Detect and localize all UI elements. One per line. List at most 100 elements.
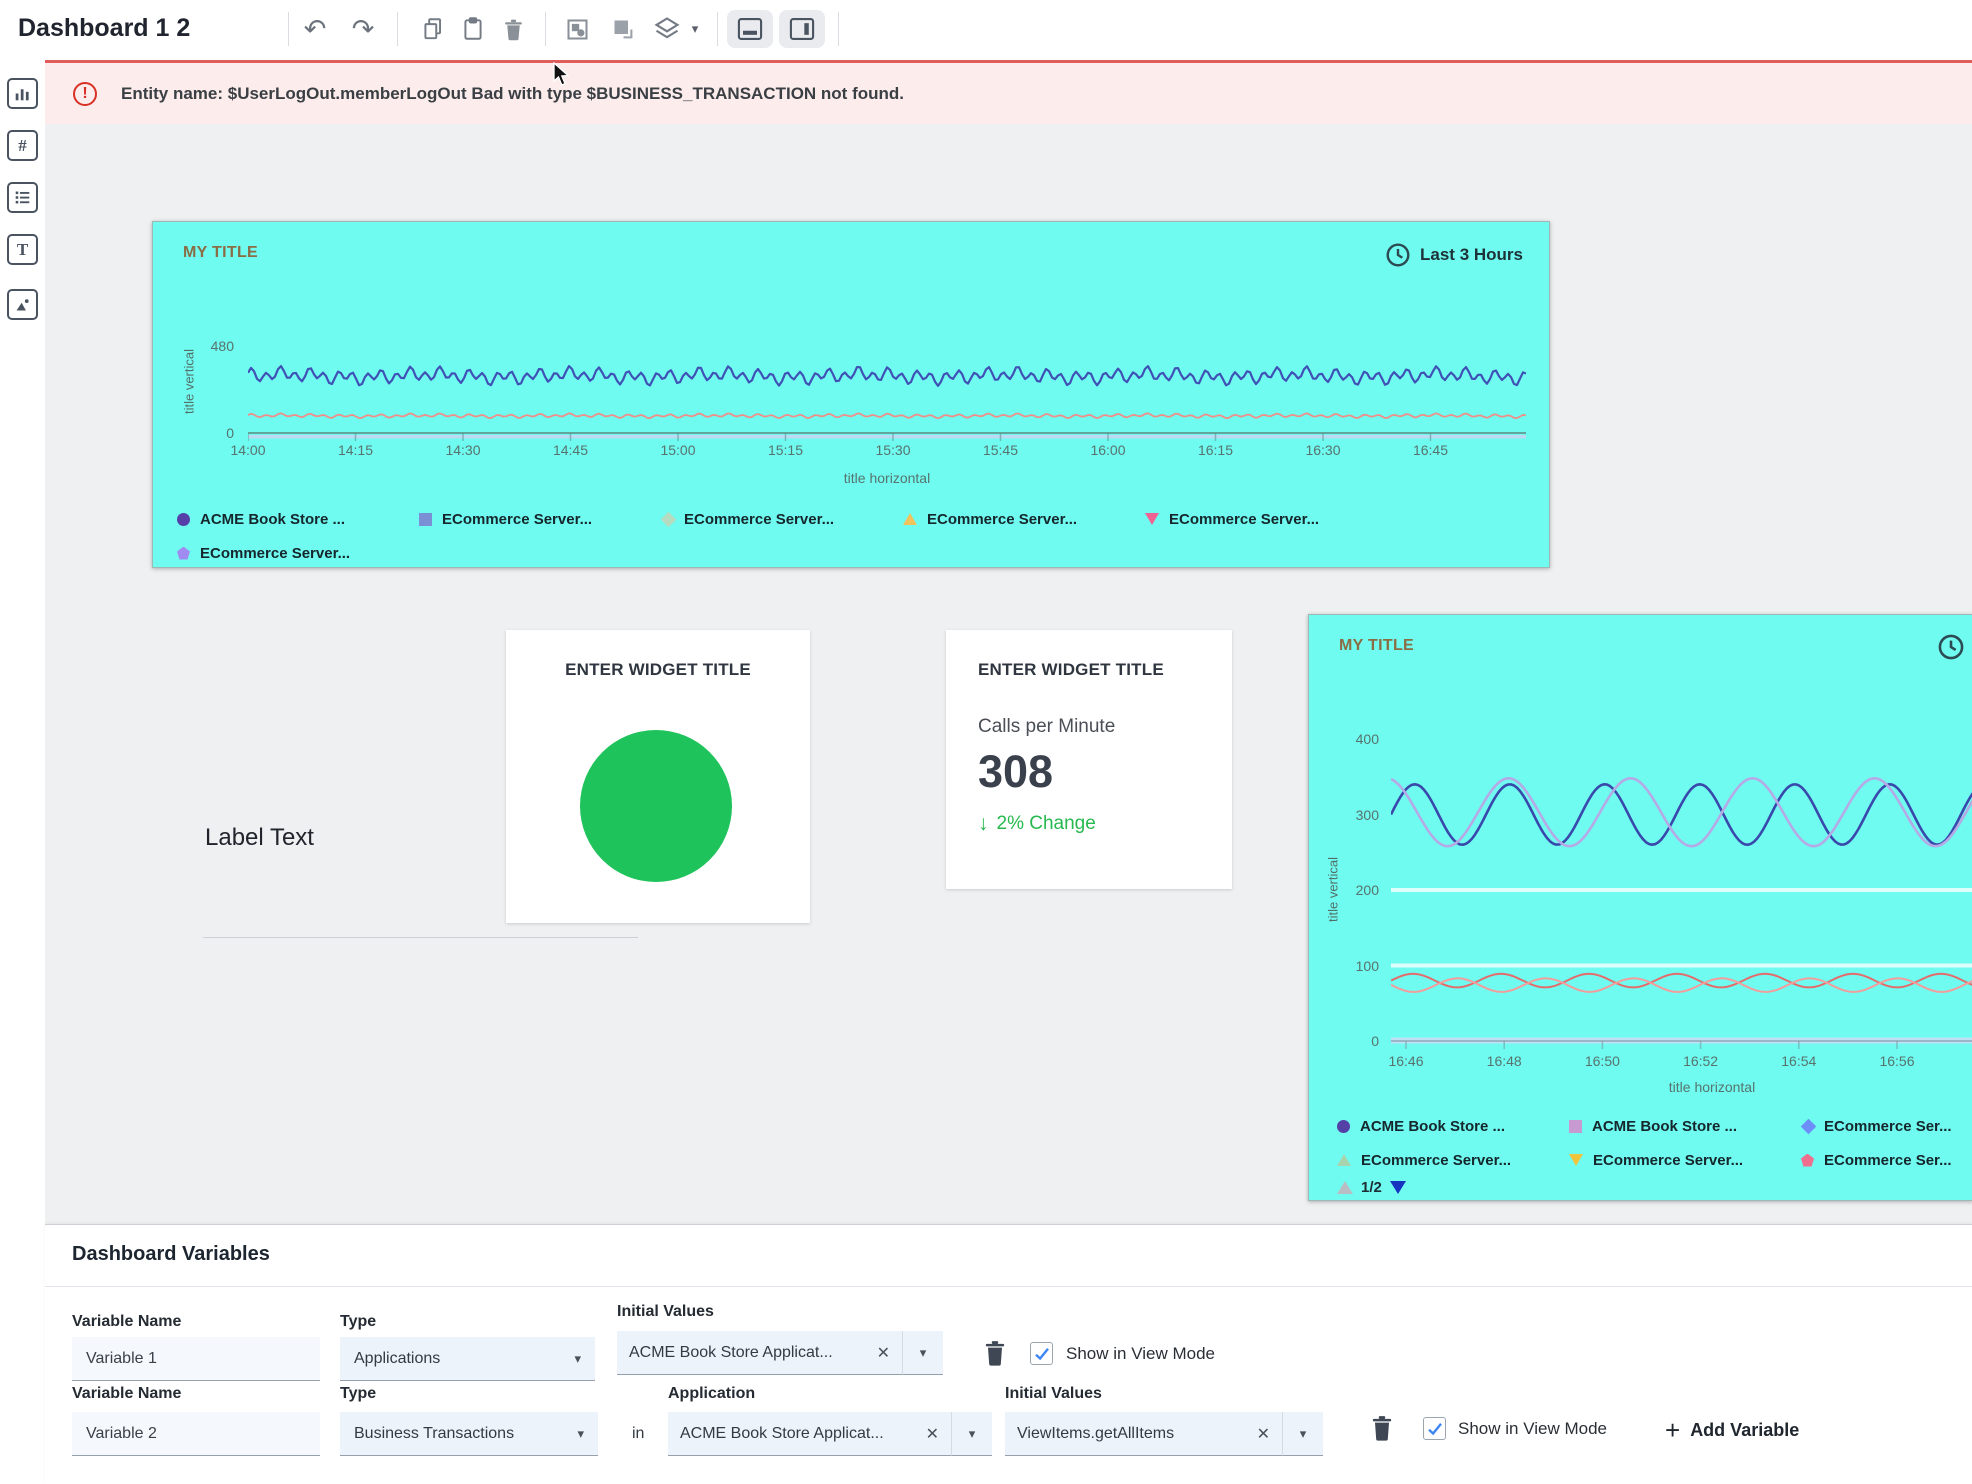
circle-marker-icon [177,512,190,526]
clear-value-icon[interactable]: ✕ [925,1425,939,1443]
error-message: Entity name: $UserLogOut.memberLogOut Ba… [121,83,904,103]
toolbar-separator [397,12,398,46]
delete-variable-button[interactable] [1367,1412,1397,1444]
x-tick-label: 16:30 [1305,442,1341,458]
pentagon-marker-icon [177,546,190,560]
line-chart [1391,776,1972,1049]
initial-values-combo[interactable]: ViewItems.getAllItems ✕ ▾ [1005,1412,1323,1456]
x-tick-label: 16:15 [1197,442,1234,458]
x-tick-label: 15:00 [660,442,696,458]
triangle-down-marker-icon [1569,1154,1583,1166]
add-chart-widget-button[interactable] [7,78,38,109]
widget-palette-sidebar: # T [0,60,45,1484]
legend-item: ECommerce Ser... [1801,1152,1972,1169]
legend-label: ECommerce Server... [200,544,351,562]
bottom-panel-icon [737,18,763,40]
y-tick-label: 400 [1355,731,1379,747]
type-select-value: Applications [354,1349,441,1367]
timeseries-widget-2[interactable]: MY TITLE title vertical 400 300 200 100 0 16… [1308,614,1972,1201]
variable-name-input[interactable] [72,1337,320,1381]
x-tick-label: 16:00 [1090,442,1126,458]
dashboard-canvas[interactable]: MY TITLE Last 3 Hours title vertical 480… [45,124,1972,1224]
checkmark-icon [1427,1422,1442,1435]
image-icon [16,299,29,311]
label-widget[interactable]: Label Text [205,824,314,851]
initial-values-combo[interactable]: ACME Book Store Applicat... ✕ ▾ [617,1331,943,1375]
time-range[interactable]: Last 3 Hours [1385,242,1523,268]
chevron-down-icon[interactable]: ▾ [903,1331,943,1375]
in-label: in [632,1425,645,1442]
ungroup-button[interactable] [606,11,640,47]
legend-item: ECommerce Server... [903,511,1145,528]
x-tick-label: 16:52 [1683,1053,1719,1069]
widget-title: MY TITLE [1339,637,1414,654]
add-variable-button[interactable]: + Add Variable [1665,1417,1799,1443]
legend-label: ACME Book Store ... [200,510,346,528]
undo-button[interactable]: ↶ [298,11,332,47]
copy-button[interactable] [416,11,450,47]
toolbar-separator [545,12,546,46]
x-tick-label: 14:15 [337,442,374,458]
chevron-down-icon[interactable]: ▾ [1283,1412,1323,1456]
application-combo[interactable]: ACME Book Store Applicat... ✕ ▾ [668,1412,992,1456]
widget-title: ENTER WIDGET TITLE [565,660,751,679]
type-select-value: Business Transactions [354,1424,515,1442]
triangle-up-marker-icon [903,513,917,525]
time-range[interactable] [1937,633,1965,661]
add-image-widget-button[interactable] [7,289,38,320]
show-in-view-mode-checkbox[interactable] [1030,1342,1053,1365]
x-tick-label: 14:00 [230,442,266,458]
delete-variable-button[interactable] [980,1337,1010,1369]
layers-dropdown-caret[interactable]: ▾ [684,11,706,47]
type-select[interactable]: Applications ▾ [340,1337,595,1381]
paste-button[interactable] [456,11,490,47]
toggle-bottom-panel-button[interactable] [727,10,773,48]
type-select[interactable]: Business Transactions ▾ [340,1412,598,1456]
add-text-widget-button[interactable]: T [7,234,38,265]
add-list-widget-button[interactable] [7,182,38,213]
toolbar-separator [288,12,289,46]
metric-change-text: 2% Change [996,813,1096,834]
error-icon: ! [73,81,97,106]
add-variable-label: Add Variable [1690,1419,1800,1440]
number-sign-icon: # [18,135,27,155]
widget-title: ENTER WIDGET TITLE [978,660,1164,679]
health-widget[interactable]: ENTER WIDGET TITLE [506,630,810,923]
dashboard-variables-panel: Dashboard Variables Variable Name Type A… [45,1224,1972,1484]
line-chart [248,364,1526,441]
x-tick-label: 16:56 [1879,1053,1915,1069]
chevron-down-icon: ▾ [691,21,699,36]
variable-name-input[interactable] [72,1412,320,1456]
copy-icon [424,18,442,40]
legend-item: ECommerce Server... [419,511,661,528]
redo-button[interactable]: ↷ [346,11,380,47]
x-tick-label: 16:48 [1486,1053,1522,1069]
chart-legend: ACME Book Store ... ECommerce Server... EC… [177,502,1549,567]
clear-value-icon[interactable]: ✕ [1256,1425,1270,1443]
undo-icon: ↶ [303,13,327,44]
y-tick-label: 200 [1355,882,1379,898]
initial-values-label: Initial Values [1005,1385,1102,1402]
panel-title: Dashboard Variables [72,1243,270,1265]
x-tick-label: 14:45 [552,442,589,458]
add-metric-widget-button[interactable]: # [7,130,38,161]
show-in-view-mode-checkbox[interactable] [1423,1417,1446,1440]
metric-widget[interactable]: ENTER WIDGET TITLE Calls per Minute 308 … [946,630,1232,889]
trash-icon [504,19,522,40]
layers-button[interactable] [650,11,684,47]
timeseries-widget-1[interactable]: MY TITLE Last 3 Hours title vertical 480… [152,221,1550,568]
time-range-label: Last 3 Hours [1420,245,1523,264]
legend-page-down-icon[interactable] [1389,1181,1406,1194]
chevron-down-icon[interactable]: ▾ [952,1412,992,1456]
clear-value-icon[interactable]: ✕ [876,1344,890,1362]
group-icon [566,18,588,40]
group-button[interactable] [560,11,594,47]
toggle-right-panel-button[interactable] [779,10,825,48]
legend-item: ECommerce Server... [1145,511,1387,528]
legend-item: ACME Book Store ... [177,511,419,528]
legend-page-up-icon[interactable] [1337,1181,1353,1194]
legend-row: ACME Book Store ... ACME Book Store ... EC… [1337,1109,1972,1143]
redo-icon: ↷ [351,13,375,44]
right-panel-icon [789,18,815,40]
delete-button[interactable] [496,11,530,47]
